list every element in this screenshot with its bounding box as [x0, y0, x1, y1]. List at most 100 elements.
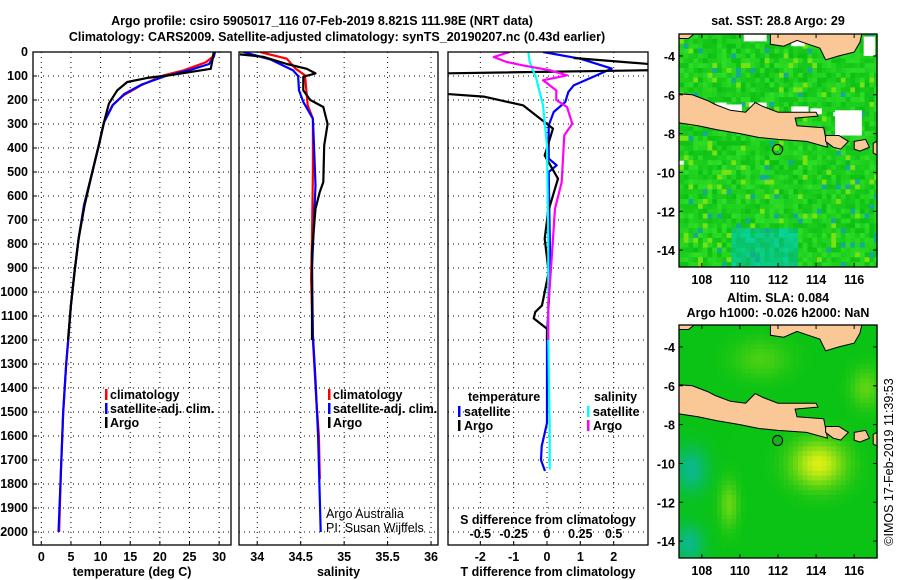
sla-cell: [807, 475, 813, 481]
sst-cell: [745, 97, 751, 103]
depth-tick-label: 2000: [0, 525, 28, 539]
sla-cell: [731, 499, 737, 506]
sst-cell: [688, 77, 694, 84]
sla-cell: [817, 451, 823, 457]
sla-cell: [864, 426, 870, 433]
sst-cell: [717, 237, 723, 244]
sla-cell: [788, 436, 794, 442]
sst-cell: [759, 169, 766, 176]
sla-cell: [740, 451, 747, 457]
sla-cell: [779, 393, 785, 399]
sst-cell: [726, 34, 732, 40]
lat-tick-label: -4: [664, 341, 675, 355]
sla-cell: [831, 538, 837, 544]
sla-cell: [798, 456, 804, 462]
sla-cell: [864, 363, 870, 370]
sla-cell: [836, 363, 842, 370]
sst-cell: [821, 155, 828, 161]
sla-cell: [802, 412, 809, 418]
sla-cell: [679, 514, 685, 520]
sla-cell: [836, 460, 842, 467]
sst-cell: [788, 58, 794, 64]
legend-label: climatology: [333, 388, 403, 402]
sst-cell: [707, 247, 713, 253]
sla-cell: [826, 388, 832, 394]
sla-cell: [812, 538, 818, 544]
sla-cell: [698, 349, 704, 355]
sst-cell: [869, 135, 875, 142]
sla-cell: [798, 460, 804, 467]
sst-cell: [740, 194, 747, 200]
sla-cell: [679, 533, 685, 540]
sla-cell: [750, 388, 756, 394]
sla-cell: [683, 480, 690, 486]
sst-cell: [793, 82, 799, 88]
sst-cell: [779, 87, 785, 93]
sla-cell: [755, 451, 761, 457]
sla-cell: [821, 456, 828, 462]
sla-cell: [802, 431, 809, 438]
sst-cell: [707, 189, 713, 195]
sla-cell: [836, 349, 842, 355]
sst-cell: [736, 97, 742, 103]
sst-cell: [698, 82, 704, 88]
sst-cell: [693, 189, 699, 195]
sla-cell: [779, 339, 785, 345]
sla-cell: [850, 538, 856, 544]
sst-cell: [831, 126, 837, 132]
sst-cell: [717, 218, 723, 224]
sst-cell: [845, 165, 851, 171]
sst-cell: [693, 165, 699, 171]
sla-cell: [759, 339, 766, 345]
sla-cell: [731, 490, 737, 496]
sla-cell: [736, 490, 742, 496]
sla-cell: [788, 524, 794, 530]
sla-cell: [759, 475, 766, 481]
sla-cell: [712, 538, 718, 544]
sla-cell: [802, 548, 809, 554]
sst-cell: [812, 233, 818, 239]
sla-cell: [788, 528, 794, 535]
sst-cell: [769, 92, 775, 98]
sst-cell: [726, 155, 732, 161]
sst-cell: [750, 169, 756, 176]
sst-cell: [683, 189, 690, 195]
sst-cell: [869, 165, 875, 171]
sla-cell: [821, 528, 828, 535]
sst-cell: [764, 233, 771, 239]
sla-cell: [702, 363, 709, 370]
sla-cell: [745, 378, 751, 384]
sla-cell: [802, 543, 809, 549]
sla-cell: [836, 533, 842, 540]
sst-cell: [826, 82, 832, 88]
sla-cell: [712, 446, 718, 452]
sla-cell: [755, 354, 761, 360]
sst-cell: [731, 237, 737, 244]
sst-cell: [807, 233, 813, 239]
sla-cell: [802, 490, 809, 496]
sla-cell: [721, 378, 728, 384]
sst-cell: [845, 63, 851, 69]
sst-cell: [798, 179, 804, 185]
sla-cell: [793, 460, 799, 467]
sla-cell: [793, 470, 799, 476]
sla-cell: [721, 349, 728, 355]
sla-cell: [731, 494, 737, 501]
sst-cell: [798, 116, 804, 122]
s-tick-label: -0.5: [470, 527, 492, 541]
sst-cell: [750, 140, 756, 147]
sst-cell: [683, 223, 690, 229]
sla-cell: [802, 393, 809, 399]
sla-cell: [750, 451, 756, 457]
sla-cell: [764, 325, 771, 331]
sst-cell: [831, 208, 837, 215]
sla-cell: [779, 373, 785, 379]
sst-cell: [745, 165, 751, 171]
sst-cell: [779, 262, 785, 268]
sst-cell: [779, 242, 785, 249]
sla-cell: [850, 548, 856, 554]
sla-cell: [855, 354, 861, 360]
sla-cell: [740, 460, 747, 467]
sst-cell: [688, 208, 694, 215]
sla-cell: [779, 354, 785, 360]
